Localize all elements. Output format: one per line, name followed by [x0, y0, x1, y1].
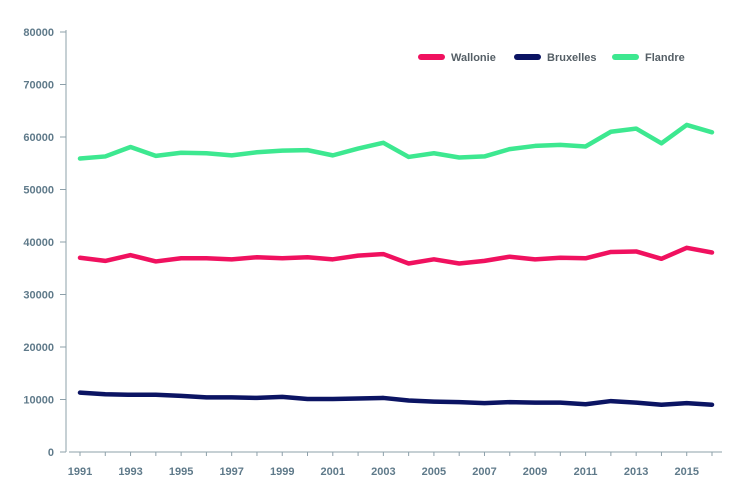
y-tick-label: 10000 [23, 395, 54, 407]
x-tick-label: 2015 [674, 466, 698, 478]
legend-label-flandre: Flandre [645, 52, 685, 64]
y-tick-label: 80000 [23, 27, 54, 39]
x-tick-label: 1995 [169, 466, 193, 478]
x-tick-label: 1999 [270, 466, 294, 478]
y-tick-label: 50000 [23, 185, 54, 197]
x-tick-label: 2005 [422, 466, 446, 478]
legend-label-bruxelles: Bruxelles [547, 52, 597, 64]
y-tick-label: 70000 [23, 80, 54, 92]
x-tick-label: 2001 [321, 466, 345, 478]
x-tick-label: 1997 [219, 466, 243, 478]
legend: Wallonie Bruxelles Flandre [418, 52, 685, 64]
series-line-flandre [77, 122, 715, 161]
y-tick-label: 60000 [23, 132, 54, 144]
series-line-wallonie [77, 245, 715, 266]
x-tick-label: 2007 [472, 466, 496, 478]
y-axis: 0 10000 20000 30000 40000 50000 60000 70000 8000… [23, 27, 67, 459]
series-line-bruxelles [77, 390, 715, 407]
y-tick-label: 0 [48, 447, 54, 459]
x-tick-label: 1991 [68, 466, 92, 478]
x-tick-label: 2013 [624, 466, 648, 478]
x-tick-label: 2009 [523, 466, 547, 478]
y-tick-label: 20000 [23, 342, 54, 354]
y-tick-label: 40000 [23, 237, 54, 249]
x-tick-label: 2011 [574, 466, 598, 478]
x-axis: 1991 1993 1995 1997 1999 2001 2003 2005 2007 2009… [68, 451, 722, 478]
x-tick-label: 1993 [118, 466, 142, 478]
x-tick-label: 2003 [371, 466, 395, 478]
legend-label-wallonie: Wallonie [451, 52, 496, 64]
y-tick-label: 30000 [23, 290, 54, 302]
series-layer [77, 122, 715, 407]
